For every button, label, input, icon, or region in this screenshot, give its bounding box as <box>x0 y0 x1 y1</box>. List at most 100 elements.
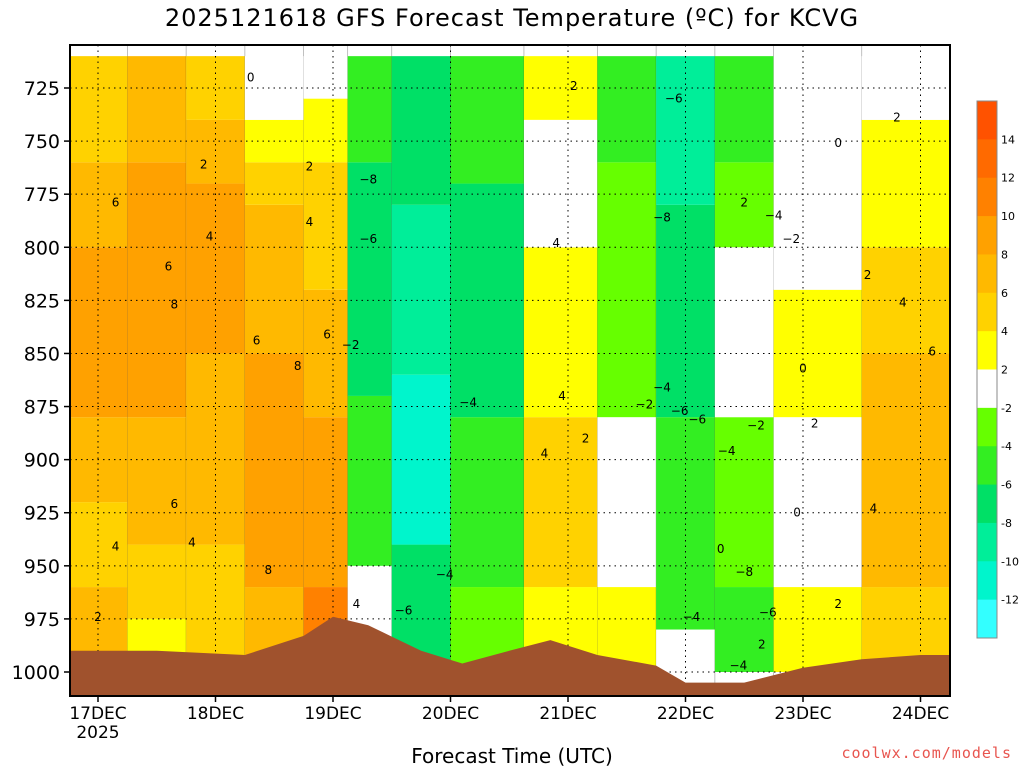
color-bar-segment <box>977 101 997 140</box>
temperature-cell <box>656 417 715 630</box>
temperature-cell <box>523 247 598 418</box>
contour-label: 6 <box>165 259 173 273</box>
temperature-cell <box>303 98 348 163</box>
contour-label: 6 <box>253 334 261 348</box>
temperature-cell <box>70 162 128 248</box>
contour-label: 4 <box>206 230 214 244</box>
temperature-cell <box>450 183 524 418</box>
color-bar-label: 6 <box>1001 287 1008 300</box>
contour-label: 2 <box>758 637 766 651</box>
contour-label: 2 <box>94 610 102 624</box>
temperature-cell <box>861 56 950 120</box>
temperature-cell <box>450 417 524 588</box>
x-tick-label: 20DEC <box>422 704 479 724</box>
contour-label: −4 <box>683 610 701 624</box>
y-tick-label: 900 <box>24 450 60 472</box>
y-tick-label: 875 <box>24 397 60 419</box>
temperature-cell <box>714 587 774 672</box>
y-tick-label: 925 <box>24 503 60 525</box>
contour-label: 4 <box>552 236 560 250</box>
y-tick-label: 800 <box>24 237 60 259</box>
contour-label: 4 <box>558 389 566 403</box>
contour-label: 0 <box>834 136 842 150</box>
temperature-cell <box>773 162 862 290</box>
x-tick-label: 23DEC <box>774 704 831 724</box>
temperature-cell <box>303 56 348 99</box>
contour-label: −6 <box>688 412 706 426</box>
temperature-cell <box>861 119 950 248</box>
temperature-cell <box>523 119 598 248</box>
temperature-cell <box>127 544 187 619</box>
color-bar-segment <box>977 522 997 562</box>
temperature-cell <box>186 183 245 354</box>
contour-label: −4 <box>653 380 671 394</box>
y-tick-label: 775 <box>24 184 60 206</box>
contour-label: −2 <box>636 397 654 411</box>
temperature-cell <box>127 162 187 418</box>
temperature-cell <box>391 374 451 545</box>
color-bar-label: 2 <box>1001 364 1008 377</box>
contour-label: 0 <box>793 506 801 520</box>
color-bar-label: 4 <box>1001 325 1008 338</box>
x-tick-label: 22DEC <box>657 704 714 724</box>
color-bar-segment <box>977 216 997 255</box>
contour-label: 0 <box>717 542 725 556</box>
temperature-cell <box>714 417 774 588</box>
temperature-cell <box>70 56 128 163</box>
contour-label: 6 <box>323 327 331 341</box>
color-bar-segment <box>977 484 997 524</box>
color-bar-label: 14 <box>1001 133 1015 146</box>
contour-label: −6 <box>671 404 689 418</box>
x-axis: 17DEC 18DEC 19DEC 20DEC 21DEC 22DEC 23DEC 24DEC… <box>69 696 949 743</box>
y-tick-label: 950 <box>24 556 60 578</box>
color-bar-label: -2 <box>1001 402 1012 415</box>
temperature-cell <box>773 417 862 588</box>
temperature-cell <box>523 417 598 588</box>
temperature-cell <box>714 247 774 418</box>
temperature-cell <box>773 289 862 418</box>
y-tick-label: 975 <box>24 609 60 631</box>
contour-label: 4 <box>188 535 196 549</box>
x-tick-label: 17DEC <box>69 704 126 724</box>
ground-surface <box>70 616 950 696</box>
temperature-cell <box>714 162 774 248</box>
x-tick-year-label: 2025 <box>76 723 119 743</box>
contour-label: −2 <box>782 232 800 246</box>
contour-label: −6 <box>759 606 777 620</box>
contour-label: 4 <box>899 295 907 309</box>
contour-label: 8 <box>265 563 273 577</box>
contour-label: 2 <box>570 79 578 93</box>
contour-label: 6 <box>928 344 936 358</box>
contour-label: 4 <box>541 446 549 460</box>
contour-label: 2 <box>740 196 748 210</box>
contour-label: 6 <box>112 196 120 210</box>
contour-label: 2 <box>834 597 842 611</box>
color-bar-segment <box>977 446 997 486</box>
temperature-cell <box>597 162 657 418</box>
color-bar-segment <box>977 254 997 294</box>
temperature-cell <box>450 56 524 184</box>
contour-label: −8 <box>359 172 377 186</box>
contour-label: −6 <box>665 92 683 106</box>
contour-label: −2 <box>747 419 765 433</box>
temperature-cell <box>347 162 392 396</box>
temperature-fill-layer <box>70 45 950 696</box>
contour-label: −2 <box>342 338 360 352</box>
temperature-cell <box>773 56 862 163</box>
temperature-cell <box>244 204 304 354</box>
temperature-cell <box>391 204 451 375</box>
temperature-cell <box>714 56 774 163</box>
credit-link[interactable]: coolwx.com/models <box>841 744 1012 762</box>
color-bar-label: -6 <box>1001 479 1012 492</box>
contour-label: −4 <box>730 659 748 673</box>
color-bar-label: 12 <box>1001 172 1015 185</box>
temperature-cell <box>391 56 451 205</box>
temperature-cell <box>303 289 348 418</box>
contour-label: 2 <box>893 111 901 125</box>
color-bar-label: 8 <box>1001 248 1008 261</box>
color-bar: 14 12 10 8 6 4 2 -2 -4 -6 -8 -10 -12 <box>976 100 1019 639</box>
color-bar-segment <box>977 331 997 370</box>
contour-label: −8 <box>735 565 753 579</box>
temperature-cell <box>186 353 245 545</box>
